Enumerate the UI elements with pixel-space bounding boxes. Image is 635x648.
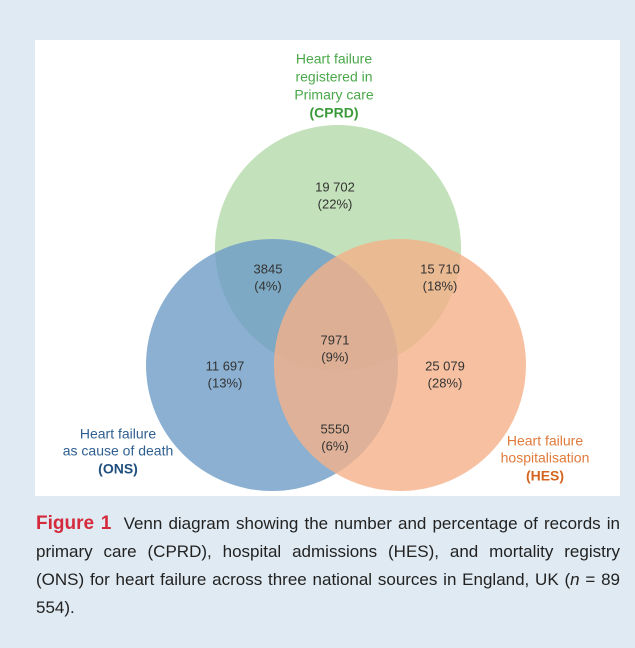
region-percent: (9%) (321, 349, 348, 364)
set-label: registered in (295, 69, 372, 85)
region-count: 19 702 (315, 179, 355, 194)
region-percent: (28%) (428, 375, 463, 390)
region-percent: (4%) (254, 278, 281, 293)
set-label: Heart failure (507, 433, 583, 449)
set-label: Primary care (294, 87, 374, 103)
region-count: 11 697 (206, 358, 245, 373)
set-label: hospitalisation (501, 450, 590, 466)
n-symbol: n (570, 570, 580, 589)
caption: Figure 1 Venn diagram showing the number… (36, 510, 620, 622)
set-abbreviation: (CPRD) (310, 105, 359, 121)
region-percent: (13%) (208, 375, 243, 390)
region-count: 7971 (321, 332, 350, 347)
venn-diagram: Heart failure registered in Primary care… (35, 40, 620, 496)
set-abbreviation: (ONS) (98, 461, 138, 477)
region-count: 3845 (254, 261, 283, 276)
set-label: Heart failure (80, 426, 156, 442)
region-percent: (6%) (321, 438, 348, 453)
region-count: 25 079 (425, 358, 465, 373)
set-abbreviation: (HES) (526, 468, 564, 484)
caption-text: Venn diagram showing the number and perc… (36, 514, 620, 589)
figure-label: Figure 1 (36, 513, 112, 534)
region-percent: (18%) (423, 278, 458, 293)
set-label: Heart failure (296, 51, 372, 67)
region-count: 5550 (321, 421, 350, 436)
region-percent: (22%) (318, 196, 353, 211)
caption-text: = 89 554). (36, 570, 620, 617)
region-count: 15 710 (420, 261, 460, 276)
set-label: as cause of death (63, 443, 174, 459)
hes-circle (274, 239, 526, 491)
